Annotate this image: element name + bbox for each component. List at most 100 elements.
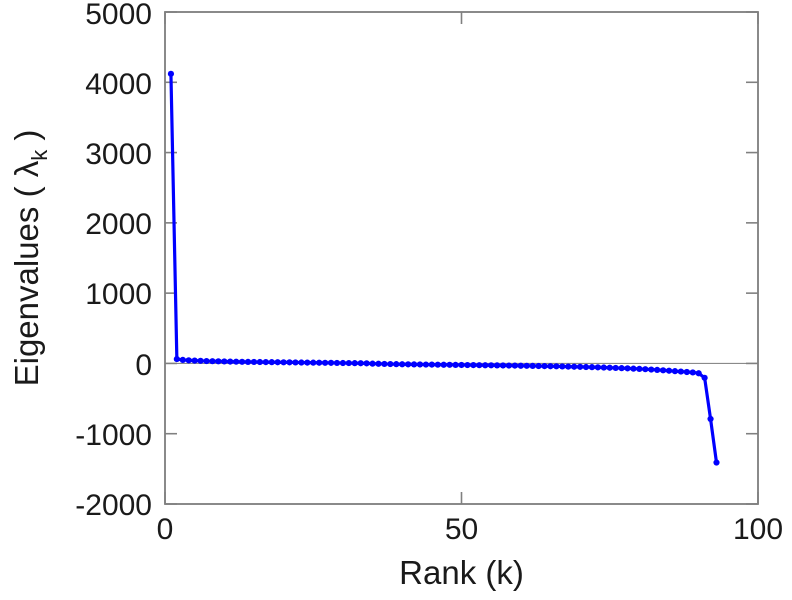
data-point [422,361,430,368]
data-point [511,362,518,369]
data-point [363,360,370,367]
data-point [369,360,376,367]
data-point [600,364,607,371]
data-point [375,360,382,367]
data-point [322,359,329,366]
data-point [203,357,210,365]
data-point [173,355,180,363]
data-point [410,361,418,368]
data-point [671,368,679,375]
data-point [529,362,536,369]
data-point [316,359,323,366]
data-series-eigenvalues [167,70,720,466]
data-point [405,361,412,368]
plot-area-background [165,12,758,504]
axis-frame-overlay [164,11,759,505]
y-tick-label-5000: 5000 [85,0,152,31]
data-point [517,362,524,369]
data-point [238,358,246,365]
data-point [636,365,643,373]
data-point [452,361,459,368]
data-point [393,361,400,368]
data-point [268,359,275,366]
data-point [618,365,625,372]
data-point [476,362,483,369]
data-point [701,374,708,381]
data-point [464,361,471,369]
data-point [559,363,566,370]
data-point [434,361,441,368]
data-point [209,358,216,365]
y-tick-label-minus1000: -1000 [75,419,152,452]
y-axis-title-suffix: ) [8,130,45,150]
data-point [482,362,489,369]
data-point [250,358,258,366]
data-point [179,356,186,364]
data-point [280,359,287,366]
y-axis-title-subscript: k [27,149,52,161]
y-axis-title-symbol: λ [8,160,45,177]
data-point [695,370,702,377]
data-point [274,359,281,366]
x-tick-label-100: 100 [733,513,783,546]
data-point [470,362,477,369]
data-point [298,359,305,366]
data-point [167,70,175,77]
data-point [523,362,530,369]
data-point [233,358,240,365]
data-point [499,362,507,369]
data-point [399,361,406,368]
data-point [588,364,596,371]
data-point [262,358,269,366]
x-tick-label-0: 0 [157,513,174,546]
data-point [227,358,234,365]
x-axis-title: Rank (k) [399,554,524,591]
data-point [345,359,352,367]
data-point [553,363,560,370]
y-axis-title: Eigenvalues ( λk ) [8,130,52,387]
data-point [416,361,424,368]
data-point [654,366,661,373]
data-point [683,368,690,376]
data-point [339,359,346,367]
data-point [357,360,364,367]
data-point [286,359,293,366]
y-tick-label-4000: 4000 [85,68,152,101]
data-point [197,357,204,364]
data-point [185,357,192,364]
data-point [665,367,673,374]
data-point [310,359,317,366]
data-point [594,364,601,371]
data-point [244,358,252,365]
data-point [191,357,198,364]
data-point [381,360,388,368]
data-point [488,362,495,369]
y-tick-label-0: 0 [135,349,152,382]
data-point [493,362,501,369]
data-point [565,363,572,370]
data-point [689,369,696,376]
data-point [215,358,222,365]
data-point [304,359,311,366]
data-point [446,361,453,368]
y-axis-title-prefix: Eigenvalues ( [8,177,45,386]
data-point [642,366,649,373]
data-point [660,367,667,374]
y-tick-label-minus2000: -2000 [75,489,152,522]
data-point [648,366,655,373]
y-tick-label-3000: 3000 [85,138,152,171]
data-point [541,363,548,370]
data-point [582,363,590,371]
data-point [713,459,720,466]
y-tick-label-2000: 2000 [85,208,152,241]
data-point [571,363,578,370]
data-point [577,363,584,370]
series-marker-group [167,70,720,466]
data-point [351,360,358,367]
data-point [440,361,447,368]
data-point [327,359,335,366]
data-point [458,361,465,369]
svg-text:Eigenvalues ( λk ): Eigenvalues ( λk ) [8,130,52,387]
